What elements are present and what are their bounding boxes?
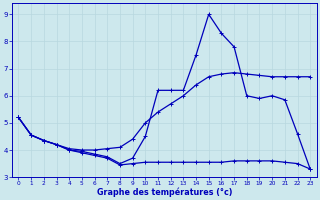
X-axis label: Graphe des températures (°c): Graphe des températures (°c): [97, 187, 232, 197]
